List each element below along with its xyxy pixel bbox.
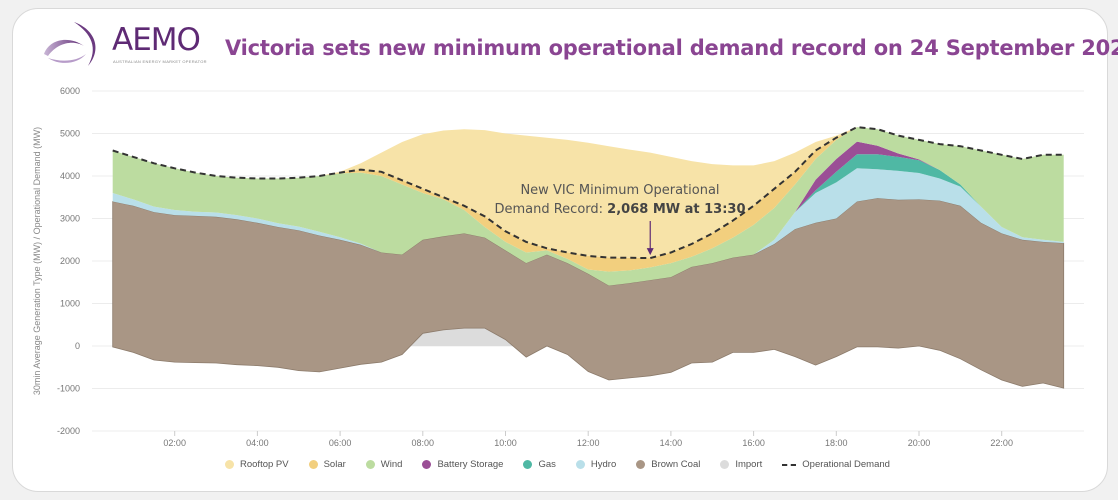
annotation-prefix: Demand Record: xyxy=(494,202,607,217)
legend-item-solar[interactable]: Solar xyxy=(308,459,346,470)
legend-dot-icon xyxy=(422,460,432,469)
legend-item-gas[interactable]: Gas xyxy=(523,459,556,470)
legend-item-battery-storage[interactable]: Battery Storage xyxy=(422,459,503,470)
legend-item-hydro[interactable]: Hydro xyxy=(575,459,617,470)
y-tick-label: -1000 xyxy=(57,384,80,394)
y-tick-label: 6000 xyxy=(60,86,80,96)
area-hydro xyxy=(112,168,1064,286)
legend-dot-icon xyxy=(365,460,375,469)
legend-label: Gas xyxy=(538,459,556,470)
legend-label: Rooftop PV xyxy=(240,459,289,470)
x-tick-label: 10:00 xyxy=(494,438,517,448)
y-tick-label: 5000 xyxy=(60,129,80,139)
annotation-line2: Demand Record: 2,068 MW at 13:30 xyxy=(494,202,745,217)
x-tick-label: 14:00 xyxy=(660,438,683,448)
legend-dot-icon xyxy=(308,460,318,469)
legend-label: Wind xyxy=(380,459,403,470)
x-tick-label: 12:00 xyxy=(577,438,600,448)
logo-subtitle: AUSTRALIAN ENERGY MARKET OPERATOR xyxy=(113,59,207,64)
aemo-swoosh-icon xyxy=(44,22,96,66)
legend-label: Brown Coal xyxy=(651,459,701,470)
arrow-head-icon xyxy=(646,248,654,256)
legend: Rooftop PV Solar Wind Battery Storage Gas Hyd… xyxy=(225,459,890,470)
legend-item-brown-coal[interactable]: Brown Coal xyxy=(636,459,700,470)
x-tick-label: 08:00 xyxy=(412,438,435,448)
area-gas xyxy=(112,154,1064,286)
legend-label: Operational Demand xyxy=(802,459,890,470)
legend-item-rooftop-pv[interactable]: Rooftop PV xyxy=(225,459,289,470)
x-tick-label: 20:00 xyxy=(908,438,931,448)
y-tick-label: 0 xyxy=(75,341,80,351)
x-tick-label: 16:00 xyxy=(742,438,765,448)
area-rooftop-pv xyxy=(112,127,1064,259)
x-tick-label: 18:00 xyxy=(825,438,848,448)
legend-label: Battery Storage xyxy=(437,459,504,470)
y-tick-label: 2000 xyxy=(60,256,80,266)
operational-demand-line xyxy=(112,126,1064,260)
y-axis: 6000 5000 4000 3000 2000 1000 0 -1000 -2000 xyxy=(57,86,80,436)
x-tick-label: 02:00 xyxy=(163,438,186,448)
legend-item-operational-demand[interactable]: Operational Demand xyxy=(782,459,890,470)
legend-dot-icon xyxy=(720,460,730,469)
legend-item-import[interactable]: Import xyxy=(720,459,762,470)
legend-dot-icon xyxy=(225,460,234,469)
annotation-line1: New VIC Minimum Operational xyxy=(520,183,719,198)
legend-item-wind[interactable]: Wind xyxy=(365,459,403,470)
legend-dot-icon xyxy=(575,460,585,469)
logo-wordmark: AEMO xyxy=(112,22,201,58)
legend-dot-icon xyxy=(636,460,646,469)
annotation-value: 2,068 MW at 13:30 xyxy=(607,202,745,217)
x-tick-label: 22:00 xyxy=(990,438,1013,448)
y-tick-label: 1000 xyxy=(60,299,80,309)
y-tick-label: 3000 xyxy=(60,214,80,224)
y-axis-title: 30min Average Generation Type (MW) / Ope… xyxy=(32,127,42,395)
area-wind xyxy=(112,127,1064,286)
area-series xyxy=(112,127,1065,389)
area-battery-storage xyxy=(112,141,1064,286)
x-tick-label: 04:00 xyxy=(246,438,269,448)
y-tick-label: 4000 xyxy=(60,171,80,181)
record-annotation: New VIC Minimum Operational Demand Recor… xyxy=(494,183,746,256)
x-axis: 02:00 04:00 06:00 08:00 10:00 12:00 14:00 16:00… xyxy=(163,431,1013,448)
dashed-line-icon xyxy=(782,463,797,466)
legend-label: Hydro xyxy=(590,459,617,470)
chart-title: Victoria sets new minimum operational de… xyxy=(225,36,1118,60)
x-tick-label: 06:00 xyxy=(329,438,352,448)
legend-label: Import xyxy=(735,459,763,470)
y-tick-label: -2000 xyxy=(57,426,80,436)
aemo-logo: AEMO AUSTRALIAN ENERGY MARKET OPERATOR xyxy=(40,18,215,70)
legend-label: Solar xyxy=(323,459,346,470)
legend-dot-icon xyxy=(523,460,533,469)
